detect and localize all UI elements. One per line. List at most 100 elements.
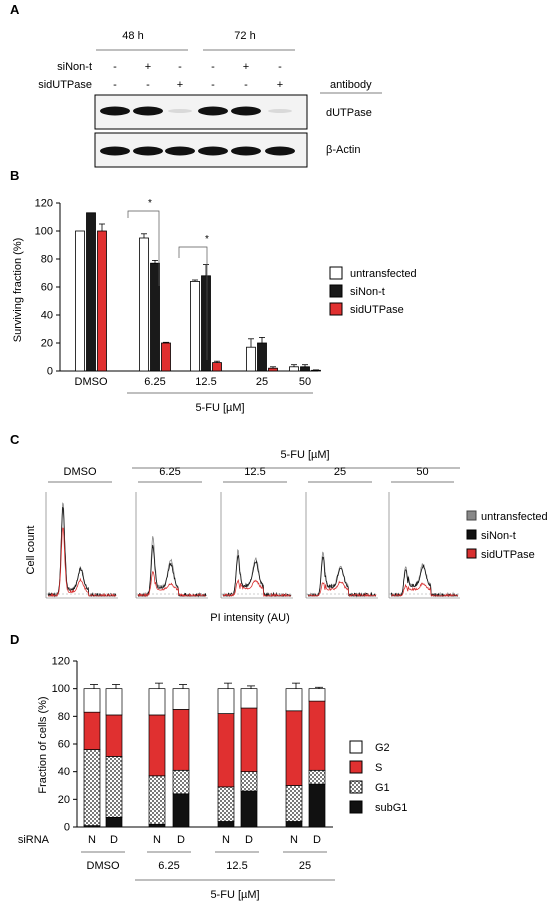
- treatment-sign-r1-l5: +: [277, 79, 283, 91]
- d-seg-subG1-5: [240, 790, 258, 828]
- c-legend-swatch-sinon-t: [466, 529, 477, 540]
- panel-d-legend: G2 S G1 subG1: [349, 740, 407, 814]
- d-group-label-0: DMSO: [87, 860, 120, 872]
- b-bar-1-1: [150, 262, 160, 372]
- legend-label-sidutpase: sidUTPase: [350, 304, 404, 316]
- panel-a-label: A: [10, 2, 20, 17]
- cell-cycle-stacked-chart: 0 20 40 60 80 100 120 N D N D N D N D DMSO 6.25 12.5 25: [52, 656, 333, 872]
- d-xtick-label-0: N: [88, 834, 96, 846]
- panel-d-label: D: [10, 632, 19, 647]
- legend-swatch-untransfected: [329, 266, 343, 280]
- d-xtick-label-3: D: [177, 834, 185, 846]
- d-ytick-label-20: 20: [58, 794, 70, 806]
- treatment-signs: - + - - + - - - + - - +: [113, 61, 283, 91]
- histogram-trace-untransfected-3: [307, 551, 376, 598]
- treatment-sign-r1-l2: +: [177, 79, 183, 91]
- d-seg-S-7: [308, 700, 326, 771]
- d-xtick-label-1: D: [110, 834, 118, 846]
- d-seg-S-3: [172, 709, 190, 771]
- panel-c-xlabel: PI intensity (AU): [210, 612, 289, 624]
- band-0-lane-2-faint: [168, 109, 192, 113]
- row-label-sinon-t: siNon-t: [57, 61, 92, 73]
- histogram-0: DMSO: [45, 466, 118, 599]
- b-sig-bracket-2: [178, 246, 208, 360]
- histogram-1: 6.25: [135, 466, 208, 599]
- d-seg-G1-6: [285, 785, 303, 822]
- treatment-sign-r0-l5: -: [278, 61, 282, 73]
- band-1-lane-5: [265, 146, 295, 156]
- c-legend-label-sinon-t: siNon-t: [481, 530, 516, 542]
- panel-c-legend: untransfected siNon-t sidUTPase: [466, 510, 548, 561]
- band-1-lane-1: [133, 146, 163, 156]
- b-xtick-label-0: DMSO: [75, 376, 108, 388]
- d-xtick-label-2: N: [153, 834, 161, 846]
- d-ytick-label-60: 60: [58, 739, 70, 751]
- sirna-label: siRNA: [18, 834, 50, 846]
- treatment-sign-r1-l0: -: [113, 79, 117, 91]
- panel-c-top-label: 5-FU [µM]: [280, 449, 329, 461]
- band-1-lane-3: [198, 146, 228, 156]
- d-seg-G1-1: [105, 756, 123, 818]
- significance-star-1: *: [148, 198, 152, 209]
- histogram-3: 25: [305, 466, 378, 599]
- d-ytick-label-120: 120: [52, 656, 70, 668]
- d-seg-S-4: [217, 713, 235, 788]
- d-seg-subG1-2: [148, 823, 166, 828]
- d-seg-G1-0: [83, 749, 101, 826]
- d-seg-G1-4: [217, 786, 235, 822]
- d-seg-subG1-4: [217, 821, 235, 828]
- d-seg-G2-6: [285, 688, 303, 712]
- d-group-label-2: 12.5: [226, 860, 247, 872]
- b-ytick-label-80: 80: [41, 254, 53, 266]
- panel-a: A 48 h 72 h siNon-t sidUTPase - + - - + -- - + -…: [10, 2, 382, 168]
- histogram-label-0: DMSO: [64, 466, 97, 478]
- d-seg-G2-2: [148, 688, 166, 716]
- d-seg-subG1-7: [308, 783, 326, 828]
- b-bar-2-3: [268, 367, 278, 372]
- panel-b-label: B: [10, 168, 19, 183]
- legend-swatch-subg1: [349, 800, 363, 814]
- panel-d-group-label: 5-FU [µM]: [210, 889, 259, 901]
- histogram-2: 12.5: [220, 466, 293, 599]
- histogram-trace-sidutpase-3: [307, 580, 377, 597]
- histogram-label-1: 6.25: [159, 466, 180, 478]
- b-ytick-label-20: 20: [41, 338, 53, 350]
- band-0-lane-5-faint: [268, 109, 292, 113]
- histogram-trace-sidutpase-2: [222, 578, 292, 597]
- blot-label-dutpase: dUTPase: [326, 107, 372, 119]
- flow-histograms: DMSO 6.25 12.5 25 50: [45, 466, 460, 599]
- antibody-label: antibody: [330, 79, 372, 91]
- d-seg-G2-1: [105, 688, 123, 716]
- b-bar-0-3: [246, 346, 256, 372]
- survival-bar-chart: 0 20 40 60 80 100 120 DMSO 6.25 12.5 25 50: [35, 198, 321, 388]
- b-xtick-label-2: 12.5: [195, 376, 216, 388]
- treatment-sign-r0-l1: +: [145, 61, 151, 73]
- d-seg-G2-5: [240, 688, 258, 709]
- b-ytick-label-120: 120: [35, 198, 53, 210]
- histogram-trace-sidutpase-4: [391, 582, 459, 597]
- b-bar-2-0: [97, 230, 107, 372]
- legend-swatch-s: [349, 760, 363, 774]
- treatment-sign-r0-l0: -: [113, 61, 117, 73]
- legend-label-g2: G2: [375, 742, 390, 754]
- d-seg-S-1: [105, 714, 123, 757]
- band-1-lane-4: [231, 146, 261, 156]
- treatment-sign-r1-l1: -: [146, 79, 150, 91]
- histogram-label-4: 50: [416, 466, 428, 478]
- band-0-lane-0: [100, 106, 130, 116]
- band-0-lane-4: [231, 106, 261, 116]
- d-xtick-label-4: N: [222, 834, 230, 846]
- legend-label-g1: G1: [375, 782, 390, 794]
- treatment-sign-r0-l4: +: [243, 61, 249, 73]
- d-seg-G1-2: [148, 775, 166, 825]
- d-group-label-3: 25: [299, 860, 311, 872]
- d-seg-G1-3: [172, 769, 190, 795]
- d-seg-S-5: [240, 707, 258, 773]
- d-seg-subG1-3: [172, 793, 190, 828]
- d-ytick-label-40: 40: [58, 766, 70, 778]
- histogram-trace-sinon-t-0: [47, 506, 117, 598]
- d-seg-S-2: [148, 714, 166, 777]
- panel-b-legend: untransfected siNon-t sidUTPase: [329, 266, 417, 316]
- b-bar-0-4: [289, 366, 299, 372]
